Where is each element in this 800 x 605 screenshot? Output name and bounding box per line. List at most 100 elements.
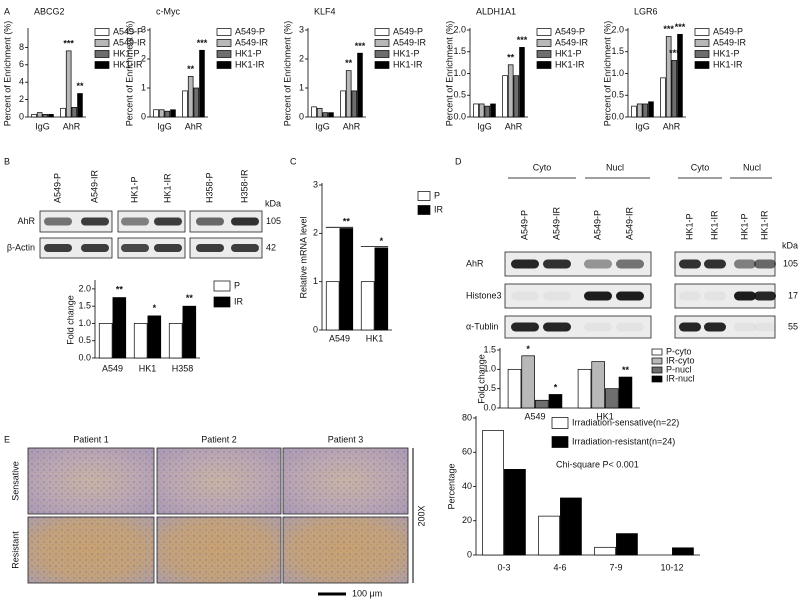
- x-tick-label: 0-3: [497, 562, 510, 572]
- bar: [507, 368, 522, 409]
- y-tick-label: 4: [19, 77, 24, 87]
- legend-swatch: [417, 191, 431, 201]
- bar: [636, 103, 643, 118]
- legend-label: P-nucl: [666, 364, 692, 374]
- histology-texture: [283, 448, 408, 514]
- significance-label: ***: [197, 38, 208, 48]
- blot-band: [231, 217, 259, 226]
- blot-frame: [504, 315, 652, 339]
- bar: [482, 430, 504, 556]
- legend-label: HK1-P: [113, 48, 140, 58]
- histology-texture: [28, 517, 154, 583]
- bar: [473, 103, 479, 118]
- blot-band: [754, 291, 776, 301]
- y-tick-label: 0: [141, 111, 146, 121]
- bar: [60, 107, 66, 118]
- significance-label: **: [622, 365, 630, 375]
- blot-band: [704, 291, 726, 301]
- blot-band: [154, 244, 182, 252]
- legend-label: A549-IR: [235, 37, 269, 47]
- x-tick-label: HK1: [366, 333, 384, 343]
- legend-label: A549-P: [713, 26, 743, 36]
- legend-label: HK1-P: [555, 48, 582, 58]
- blot-band: [704, 322, 726, 332]
- legend-swatch: [694, 50, 710, 58]
- blot-band: [679, 322, 701, 332]
- blot-band: [584, 259, 612, 269]
- significance-label: **: [507, 52, 515, 62]
- lane-label: HK1-P: [684, 213, 694, 240]
- y-tick-label: 0.5: [78, 335, 91, 345]
- legend-swatch: [94, 50, 110, 58]
- y-tick-label: 3: [299, 24, 304, 34]
- row-label: AhR: [17, 216, 35, 226]
- legend-swatch: [536, 39, 552, 47]
- blot-band: [616, 259, 644, 269]
- blot-band: [81, 217, 109, 226]
- bar: [77, 93, 83, 118]
- blot-frame: [39, 237, 113, 259]
- y-tick-label: 2: [19, 94, 24, 104]
- histology-texture: [157, 448, 281, 514]
- legend-label: P: [234, 280, 240, 290]
- legend-label: HK1-IR: [713, 59, 743, 69]
- x-tick-label: HK1: [139, 363, 157, 373]
- bar: [187, 76, 194, 118]
- legend-swatch: [651, 375, 663, 383]
- legend-swatch: [536, 28, 552, 36]
- y-tick-label: 1.0: [483, 364, 496, 374]
- bar: [648, 101, 654, 118]
- blot-frame: [189, 237, 263, 259]
- y-axis-label: Percent of Enrichment (%): [124, 21, 134, 127]
- legend-label: HK1-IR: [555, 59, 585, 69]
- histology-texture: [28, 448, 154, 514]
- histology-texture: [283, 517, 408, 583]
- blot-band: [511, 291, 539, 301]
- legend-label: P: [434, 190, 440, 200]
- significance-label: ***: [517, 35, 528, 45]
- legend-label: HK1-P: [393, 48, 420, 58]
- bar: [538, 515, 560, 556]
- bar: [71, 107, 78, 118]
- y-tick-label: 1.0: [453, 68, 466, 78]
- kda-unit: kDa: [265, 198, 281, 208]
- y-tick-label: 1.0: [78, 318, 91, 328]
- bar: [153, 109, 159, 118]
- bar: [112, 297, 127, 359]
- significance-label: *: [380, 236, 384, 246]
- y-tick-label: 0.5: [453, 90, 466, 100]
- lane-label: A549-IR: [624, 206, 634, 240]
- legend-swatch: [374, 28, 390, 36]
- blot-band: [679, 259, 701, 269]
- bar: [672, 547, 694, 556]
- bar: [631, 105, 637, 118]
- x-tick-label: IgG: [635, 121, 650, 131]
- kda-label: 42: [266, 242, 276, 252]
- legend-label: Irradiation-resistant(n=24): [572, 436, 675, 446]
- legend-label: A549-P: [113, 26, 143, 36]
- row-label: Histone3: [466, 290, 502, 300]
- legend-swatch: [536, 50, 552, 58]
- bar: [325, 281, 340, 331]
- legend-label: IR: [434, 204, 444, 214]
- fraction-label: Nucl: [606, 162, 624, 172]
- x-tick-label: 4-6: [553, 562, 566, 572]
- bar: [168, 323, 183, 359]
- blot-band: [754, 322, 776, 332]
- y-tick-label: 0: [299, 111, 304, 121]
- blot-band: [196, 244, 224, 252]
- legend-label: HK1-P: [713, 48, 740, 58]
- x-tick-label: 7-9: [609, 562, 622, 572]
- blot-band: [121, 217, 149, 226]
- y-tick-label: 6: [19, 59, 24, 69]
- panel-letter: C: [290, 156, 297, 166]
- blot-band: [511, 322, 539, 332]
- y-tick-label: 2.0: [78, 283, 91, 293]
- bar: [328, 112, 334, 118]
- blot-band: [584, 322, 612, 332]
- blot-band: [543, 291, 571, 301]
- fraction-label: Cyto: [533, 162, 552, 172]
- bar: [65, 50, 72, 118]
- magnification-label: 200X: [416, 505, 426, 526]
- y-tick-label: 2.0: [453, 24, 466, 34]
